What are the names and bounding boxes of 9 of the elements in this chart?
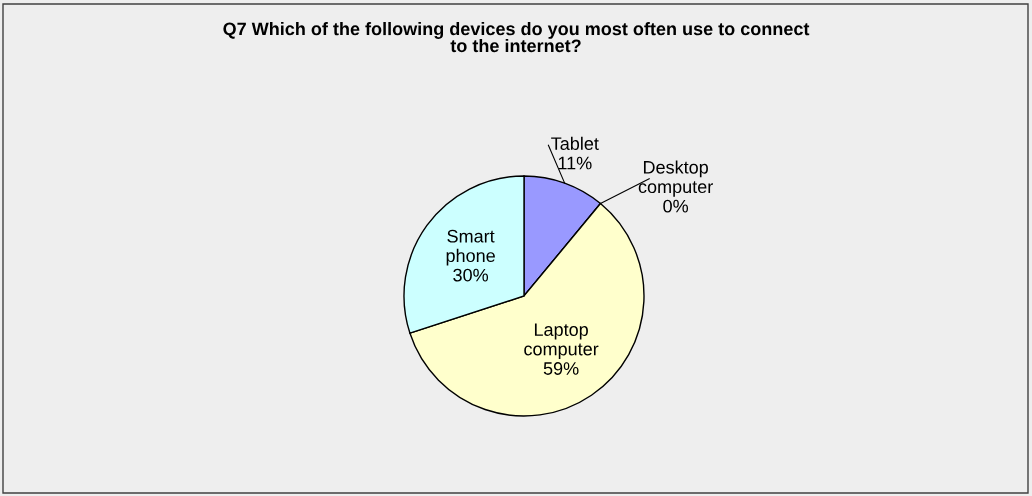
data-label: 11%: [558, 156, 592, 170]
slice-label: Smart phone: [446, 229, 495, 266]
chart-title: Q7 Which of the following devices do you most often use to connect to the internet?: [223, 22, 810, 53]
text: 0%: [663, 199, 689, 213]
data-label: 30%: [453, 268, 489, 282]
slice-label: Laptop computer: [524, 323, 599, 359]
category-label: Desktop computer: [638, 160, 713, 197]
slice-label: Tablet: [551, 136, 599, 150]
data-label: 59%: [543, 362, 579, 375]
